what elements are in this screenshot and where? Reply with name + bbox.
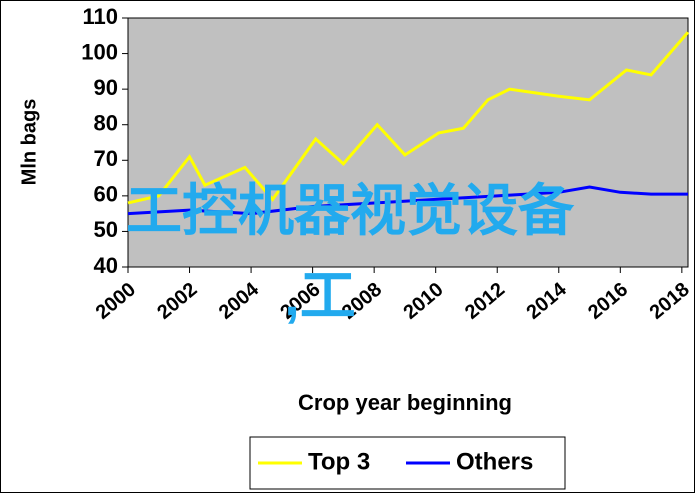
series-line <box>127 185 688 216</box>
y-tick-label: 50 <box>94 217 118 242</box>
y-tick-label: 70 <box>94 146 118 171</box>
watermark: 工控机器视觉设备 <box>126 179 575 242</box>
y-tick-label: 90 <box>94 75 118 100</box>
y-tick-label: 110 <box>83 4 119 29</box>
series-line <box>127 31 690 205</box>
watermark: ,工 <box>284 264 356 327</box>
legend-label: Others <box>456 448 533 475</box>
plot-area <box>127 17 689 268</box>
legend-label: Top 3 <box>308 448 370 475</box>
y-tick-label: 40 <box>94 253 118 278</box>
y-tick-label: 60 <box>94 182 118 207</box>
y-tick-label: 100 <box>81 39 118 64</box>
y-axis-label: Mln bags <box>18 99 40 186</box>
y-tick-label: 80 <box>94 111 118 136</box>
x-axis-label: Crop year beginning <box>298 390 512 415</box>
